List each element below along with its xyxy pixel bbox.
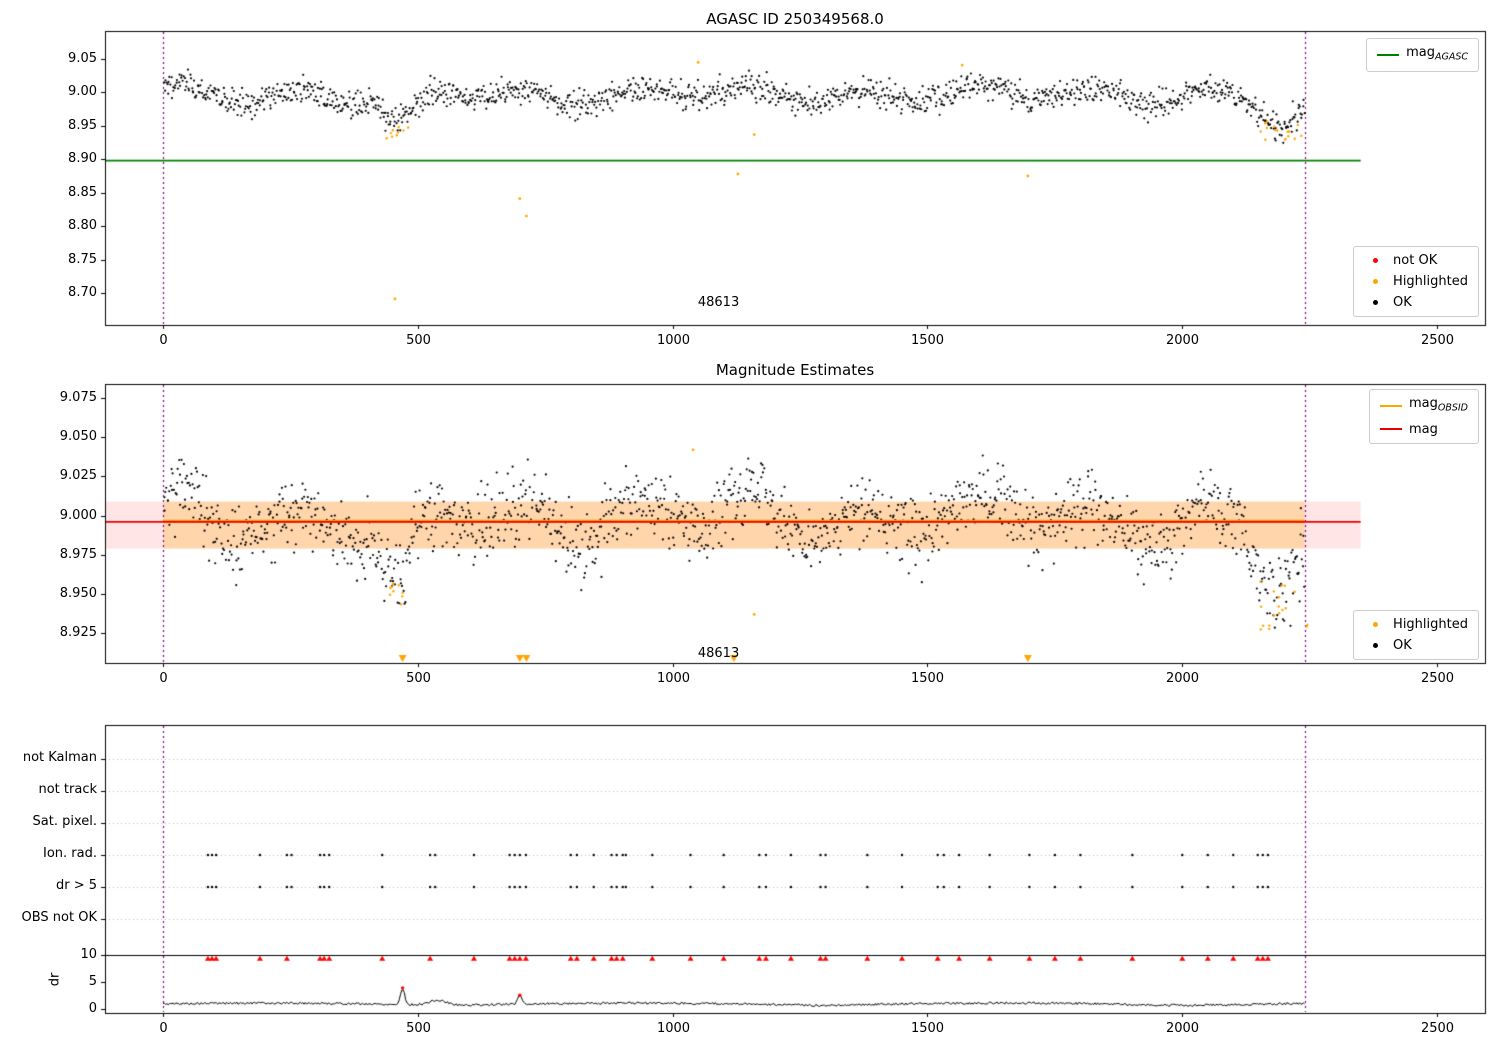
plot1-title: AGASC ID 250349568.0 (706, 10, 884, 28)
plot1-annotation: 48613 (697, 294, 740, 310)
legend-marker-swatch (1364, 258, 1386, 263)
legend-entry: magAGASC (1377, 45, 1468, 65)
legend-marker-swatch (1364, 300, 1386, 305)
legend-entry: magOBSID (1379, 396, 1468, 416)
plot2-line-legend: magOBSID mag (1368, 389, 1479, 444)
legend-line-swatch (1379, 428, 1402, 431)
legend-label: mag (1408, 421, 1438, 437)
legend-label: Highlighted (1393, 274, 1468, 289)
legend-entry: mag (1379, 421, 1468, 437)
legend-label: Highlighted (1393, 617, 1468, 632)
plot3-ylabel: dr (47, 972, 63, 987)
legend-label: OK (1393, 638, 1412, 653)
legend-line-swatch (1379, 404, 1402, 407)
plot1-line-legend: magAGASC (1366, 38, 1479, 72)
legend-label: OK (1393, 295, 1412, 310)
legend-entry: OK (1364, 638, 1468, 653)
legend-marker-swatch (1364, 279, 1386, 284)
plot2-annotation: 48613 (697, 645, 740, 661)
legend-marker-swatch (1364, 643, 1386, 648)
legend-entry: not OK (1364, 253, 1468, 268)
legend-entry: OK (1364, 295, 1468, 310)
plot2-marker-legend: Highlighted OK (1353, 610, 1479, 660)
legend-marker-swatch (1364, 622, 1386, 627)
legend-entry: Highlighted (1364, 274, 1468, 289)
legend-line-swatch (1377, 53, 1400, 56)
plot1-marker-legend: not OK Highlighted OK (1353, 246, 1479, 317)
legend-label: not OK (1393, 253, 1438, 268)
legend-entry: Highlighted (1364, 617, 1468, 632)
legend-label: magOBSID (1408, 396, 1468, 414)
legend-label: magAGASC (1406, 45, 1468, 63)
plot2-title: Magnitude Estimates (715, 361, 875, 379)
